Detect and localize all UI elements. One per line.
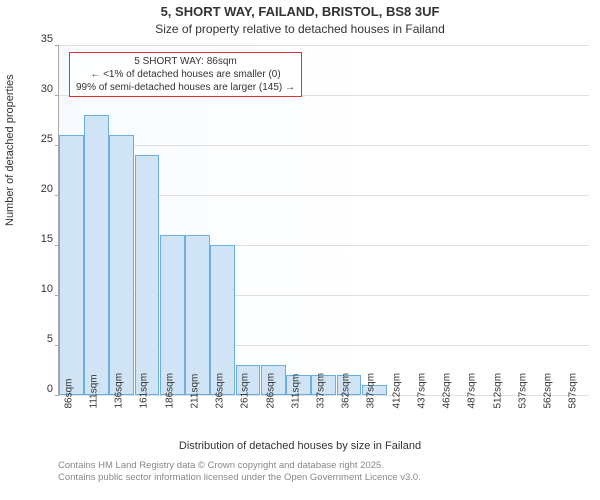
chart-subtitle: Size of property relative to detached ho… (0, 22, 600, 36)
ytick-label: 20 (28, 183, 53, 195)
info-box: 5 SHORT WAY: 86sqm← <1% of detached hous… (69, 52, 302, 97)
gridline (59, 45, 589, 46)
attribution-line-2: Contains public sector information licen… (58, 472, 421, 484)
bar (185, 235, 210, 395)
attribution-line-1: Contains HM Land Registry data © Crown c… (58, 460, 421, 472)
ytick-mark (55, 395, 59, 396)
plot-area: 86sqm111sqm136sqm161sqm186sqm211sqm236sq… (58, 45, 589, 396)
ytick-label: 15 (28, 233, 53, 245)
x-axis-label: Distribution of detached houses by size … (0, 440, 600, 452)
bar (59, 135, 84, 395)
ytick-label: 0 (28, 383, 53, 395)
attribution-text: Contains HM Land Registry data © Crown c… (58, 460, 421, 485)
ytick-label: 5 (28, 333, 53, 345)
bar (160, 235, 185, 395)
ytick-label: 25 (28, 133, 53, 145)
chart-title-address: 5, SHORT WAY, FAILAND, BRISTOL, BS8 3UF (0, 4, 600, 19)
y-axis-label: Number of detached properties (4, 74, 16, 226)
gridline (59, 145, 589, 146)
bar (109, 135, 134, 395)
ytick-label: 35 (28, 33, 53, 45)
ytick-label: 30 (28, 83, 53, 95)
info-line-subject: 5 SHORT WAY: 86sqm (76, 55, 295, 68)
ytick-mark (55, 95, 59, 96)
ytick-mark (55, 45, 59, 46)
bar (84, 115, 109, 395)
info-line-larger: 99% of semi-detached houses are larger (… (76, 81, 295, 94)
ytick-label: 10 (28, 283, 53, 295)
chart-container: 86sqm111sqm136sqm161sqm186sqm211sqm236sq… (58, 45, 588, 395)
info-line-smaller: ← <1% of detached houses are smaller (0) (76, 68, 295, 81)
bar (135, 155, 160, 395)
